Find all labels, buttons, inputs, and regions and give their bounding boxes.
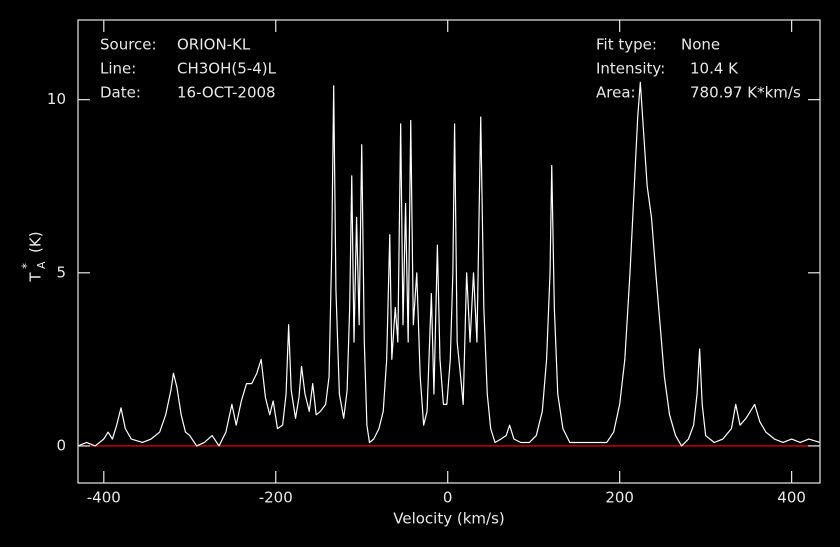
spectrum-line [77,81,821,447]
annotation-label: Source: [100,36,157,54]
x-tick-label: 200 [605,489,634,507]
x-tick-label: 400 [777,489,806,507]
annotation-value: 10.4 K [690,60,739,78]
annotation-value: CH3OH(5-4)L [177,60,277,78]
y-label-sup: * [20,263,34,269]
y-axis-label: T A * (K) [20,231,49,282]
plot-frame [77,19,821,484]
x-tick-label: -200 [259,489,293,507]
annotation-value: 16-OCT-2008 [177,84,276,102]
y-label-unit: (K) [27,231,45,253]
annotation-value: 780.97 K*km/s [690,84,801,102]
y-label-sub: A [35,261,48,269]
annotation-value: None [681,36,720,54]
y-tick-label: 5 [56,263,66,281]
annotation-value: ORION-KL [177,36,251,54]
y-label-main: T [27,272,45,283]
annotation-label: Line: [100,60,136,78]
annotation-label: Area: [596,84,636,102]
annotation-label: Intensity: [596,60,665,78]
x-tick-label: 0 [443,489,453,507]
x-tick-label: -400 [87,489,121,507]
annotation-label: Fit type: [596,36,657,54]
annotation-label: Date: [100,84,141,102]
y-tick-label: 0 [56,436,66,454]
x-axis-label: Velocity (km/s) [393,510,504,528]
y-tick-label: 10 [47,90,66,108]
